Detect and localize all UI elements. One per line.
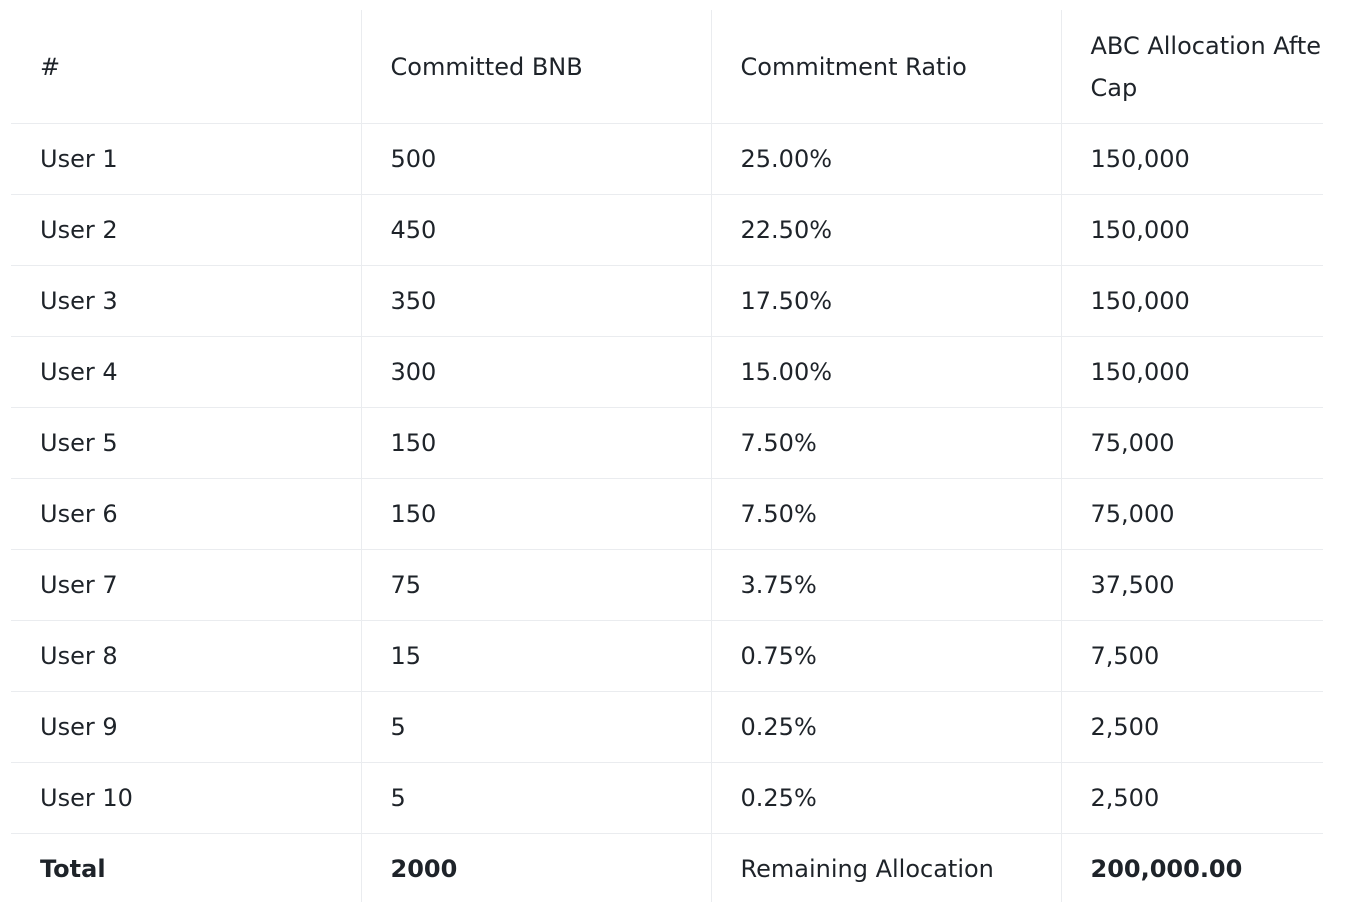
table-total-row: Total 2000 Remaining Allocation 200,000.… — [11, 833, 1323, 902]
cell-abc-allocation: 37,500 — [1060, 549, 1323, 621]
table-row: User 5 150 7.50% 75,000 — [11, 407, 1323, 479]
cell-user: User 9 — [11, 691, 361, 763]
cell-abc-allocation: 2,500 — [1060, 691, 1323, 763]
cell-abc-allocation: 75,000 — [1060, 407, 1323, 479]
cell-commitment-ratio: 25.00% — [710, 123, 1061, 195]
cell-commitment-ratio: 15.00% — [710, 336, 1061, 408]
cell-user: User 10 — [11, 762, 361, 834]
cell-abc-allocation: 150,000 — [1060, 265, 1323, 337]
cell-abc-allocation: 7,500 — [1060, 620, 1323, 692]
cell-commitment-ratio: 17.50% — [710, 265, 1061, 337]
header-committed-bnb: Committed BNB — [360, 10, 711, 124]
cell-committed-bnb: 15 — [360, 620, 711, 692]
table-row: User 8 15 0.75% 7,500 — [11, 620, 1323, 692]
cell-user: User 1 — [11, 123, 361, 195]
cell-abc-allocation: 2,500 — [1060, 762, 1323, 834]
remaining-allocation-label: Remaining Allocation — [710, 833, 1061, 902]
remaining-allocation-value: 200,000.00 — [1060, 833, 1323, 902]
cell-user: User 8 — [11, 620, 361, 692]
cell-abc-allocation: 150,000 — [1060, 194, 1323, 266]
cell-abc-allocation: 75,000 — [1060, 478, 1323, 550]
cell-commitment-ratio: 0.25% — [710, 762, 1061, 834]
cell-user: User 2 — [11, 194, 361, 266]
table-header-row: # Committed BNB Commitment Ratio ABC All… — [11, 10, 1323, 124]
cell-commitment-ratio: 22.50% — [710, 194, 1061, 266]
cell-committed-bnb: 500 — [360, 123, 711, 195]
cell-commitment-ratio: 7.50% — [710, 407, 1061, 479]
cell-committed-bnb: 150 — [360, 478, 711, 550]
table-row: User 7 75 3.75% 37,500 — [11, 549, 1323, 621]
table-row: User 9 5 0.25% 2,500 — [11, 691, 1323, 763]
cell-user: User 3 — [11, 265, 361, 337]
table-row: User 6 150 7.50% 75,000 — [11, 478, 1323, 550]
cell-user: User 6 — [11, 478, 361, 550]
cell-commitment-ratio: 0.75% — [710, 620, 1061, 692]
cell-user: User 5 — [11, 407, 361, 479]
header-index: # — [11, 10, 361, 124]
cell-commitment-ratio: 7.50% — [710, 478, 1061, 550]
cell-commitment-ratio: 0.25% — [710, 691, 1061, 763]
cell-abc-allocation: 150,000 — [1060, 336, 1323, 408]
cell-committed-bnb: 350 — [360, 265, 711, 337]
total-committed-bnb: 2000 — [360, 833, 711, 902]
table-row: User 4 300 15.00% 150,000 — [11, 336, 1323, 408]
cell-committed-bnb: 5 — [360, 762, 711, 834]
cell-user: User 4 — [11, 336, 361, 408]
table-row: User 10 5 0.25% 2,500 — [11, 762, 1323, 834]
table-row: User 1 500 25.00% 150,000 — [11, 123, 1323, 195]
cell-committed-bnb: 5 — [360, 691, 711, 763]
cell-committed-bnb: 450 — [360, 194, 711, 266]
cell-committed-bnb: 150 — [360, 407, 711, 479]
allocation-table: # Committed BNB Commitment Ratio ABC All… — [11, 10, 1323, 902]
table-row: User 3 350 17.50% 150,000 — [11, 265, 1323, 337]
cell-abc-allocation: 150,000 — [1060, 123, 1323, 195]
table-row: User 2 450 22.50% 150,000 — [11, 194, 1323, 266]
allocation-table-container: # Committed BNB Commitment Ratio ABC All… — [11, 10, 1323, 902]
cell-commitment-ratio: 3.75% — [710, 549, 1061, 621]
total-label: Total — [40, 854, 106, 883]
cell-user: User 7 — [11, 549, 361, 621]
cell-committed-bnb: 75 — [360, 549, 711, 621]
header-commitment-ratio: Commitment Ratio — [710, 10, 1061, 124]
cell-committed-bnb: 300 — [360, 336, 711, 408]
header-abc-allocation: ABC Allocation After Hard Cap — [1060, 10, 1323, 124]
